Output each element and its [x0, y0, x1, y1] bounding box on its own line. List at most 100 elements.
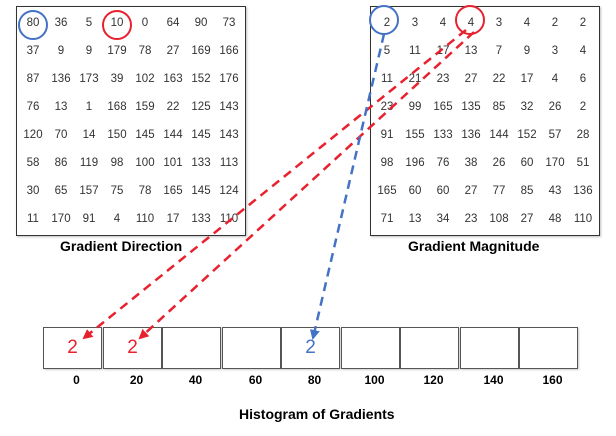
direction-cell: 136 — [51, 73, 71, 85]
direction-cell: 179 — [107, 45, 127, 57]
magnitude-cell: 85 — [492, 101, 506, 113]
histogram-bin-label: 100 — [364, 373, 385, 387]
direction-cell: 119 — [79, 157, 99, 169]
direction-cell: 73 — [222, 17, 236, 29]
gradient-direction-grid: 80 36 5 10 0 64 90 73 37 9 9 179 78 27 169 166 87 136 173 3… — [16, 6, 246, 236]
magnitude-cell: 26 — [492, 157, 506, 169]
direction-cell: 37 — [26, 45, 40, 57]
histogram-bin-value: 2 — [305, 337, 316, 358]
magnitude-cell: 98 — [380, 157, 394, 169]
blue-arrow-to-bin-80 — [309, 33, 386, 340]
magnitude-cell: 23 — [380, 101, 394, 113]
magnitude-cell: 3 — [495, 17, 503, 29]
magnitude-cell: 2 — [551, 17, 559, 29]
direction-cell: 4 — [113, 213, 121, 225]
magnitude-cell: 51 — [576, 157, 590, 169]
direction-cell: 39 — [110, 73, 124, 85]
direction-cell: 157 — [79, 185, 99, 197]
magnitude-cell: 22 — [492, 73, 506, 85]
magnitude-cell: 110 — [573, 213, 593, 225]
direction-cell: 165 — [163, 185, 183, 197]
magnitude-cell: 136 — [573, 185, 593, 197]
magnitude-cell: 23 — [464, 213, 478, 225]
direction-cell: 27 — [166, 45, 180, 57]
magnitude-cell: 23 — [436, 73, 450, 85]
direction-cell: 10 — [110, 17, 124, 29]
histogram-bin-label: 60 — [248, 373, 263, 387]
direction-cell: 144 — [163, 129, 183, 141]
magnitude-cell: 32 — [520, 101, 534, 113]
direction-cell: 80 — [26, 17, 40, 29]
red-arrow-to-bin-0 — [82, 29, 467, 340]
magnitude-highlight-circle-red — [455, 5, 485, 35]
direction-cell: 17 — [166, 213, 180, 225]
magnitude-cell: 48 — [548, 213, 562, 225]
magnitude-cell: 196 — [405, 157, 425, 169]
red-arrow-to-bin-20 — [138, 31, 475, 340]
histogram-bin-label: 160 — [542, 373, 563, 387]
histogram-bin-label: 0 — [73, 373, 80, 387]
magnitude-cell: 3 — [411, 17, 419, 29]
direction-cell: 100 — [135, 157, 155, 169]
magnitude-cell: 7 — [495, 45, 503, 57]
magnitude-cell: 43 — [548, 185, 562, 197]
direction-cell: 133 — [191, 157, 211, 169]
magnitude-cell: 91 — [380, 129, 394, 141]
magnitude-cell: 17 — [436, 45, 450, 57]
magnitude-cell: 108 — [489, 213, 509, 225]
magnitude-cell: 34 — [436, 213, 450, 225]
gradient-magnitude-caption: Gradient Magnitude — [408, 238, 540, 254]
magnitude-cell: 135 — [461, 101, 481, 113]
direction-cell: 87 — [26, 73, 40, 85]
direction-cell: 78 — [138, 185, 152, 197]
direction-cell: 173 — [79, 73, 99, 85]
magnitude-cell: 3 — [551, 45, 559, 57]
magnitude-cell: 4 — [467, 17, 475, 29]
direction-cell: 176 — [219, 73, 239, 85]
direction-cell: 9 — [85, 45, 93, 57]
magnitude-highlight-circle-blue — [369, 5, 399, 35]
magnitude-cell: 60 — [436, 185, 450, 197]
direction-cell: 163 — [163, 73, 183, 85]
magnitude-cell: 4 — [439, 17, 447, 29]
magnitude-cell: 13 — [464, 45, 478, 57]
direction-cell: 90 — [194, 17, 208, 29]
histogram-bin-label: 40 — [188, 373, 203, 387]
magnitude-cell: 5 — [383, 45, 391, 57]
gradient-direction-caption: Gradient Direction — [60, 238, 183, 254]
magnitude-cell: 4 — [523, 17, 531, 29]
magnitude-cell: 85 — [520, 185, 534, 197]
direction-cell: 170 — [51, 213, 71, 225]
direction-cell: 75 — [110, 185, 124, 197]
direction-cell: 150 — [107, 129, 127, 141]
histogram-bin — [162, 327, 221, 369]
histogram-bin — [519, 327, 578, 369]
magnitude-cell: 99 — [408, 101, 422, 113]
direction-cell: 101 — [163, 157, 183, 169]
histogram-bin — [400, 327, 459, 369]
direction-cell: 159 — [135, 101, 155, 113]
direction-cell: 110 — [135, 213, 155, 225]
histogram-bin-value: 2 — [127, 337, 138, 358]
direction-cell: 13 — [54, 101, 68, 113]
magnitude-cell: 27 — [464, 73, 478, 85]
magnitude-cell: 170 — [545, 157, 565, 169]
gradient-magnitude-grid: 2 3 4 4 3 4 2 2 5 11 17 13 7 9 3 4 11 21 23 27 22 17 4 6 23 99 165… — [370, 6, 600, 236]
direction-highlight-circle-blue — [18, 10, 48, 40]
direction-cell: 1 — [85, 101, 93, 113]
histogram-bin — [460, 327, 519, 369]
histogram-bin-label: 140 — [483, 373, 504, 387]
histogram-bin-label: 80 — [307, 373, 322, 387]
direction-cell: 76 — [26, 101, 40, 113]
magnitude-cell: 26 — [548, 101, 562, 113]
magnitude-cell: 152 — [517, 129, 537, 141]
direction-cell: 70 — [54, 129, 68, 141]
direction-cell: 9 — [57, 45, 65, 57]
direction-cell: 124 — [219, 185, 239, 197]
direction-cell: 98 — [110, 157, 124, 169]
direction-cell: 5 — [85, 17, 93, 29]
histogram-caption: Histogram of Gradients — [239, 406, 395, 422]
magnitude-cell: 60 — [520, 157, 534, 169]
magnitude-cell: 144 — [489, 129, 509, 141]
